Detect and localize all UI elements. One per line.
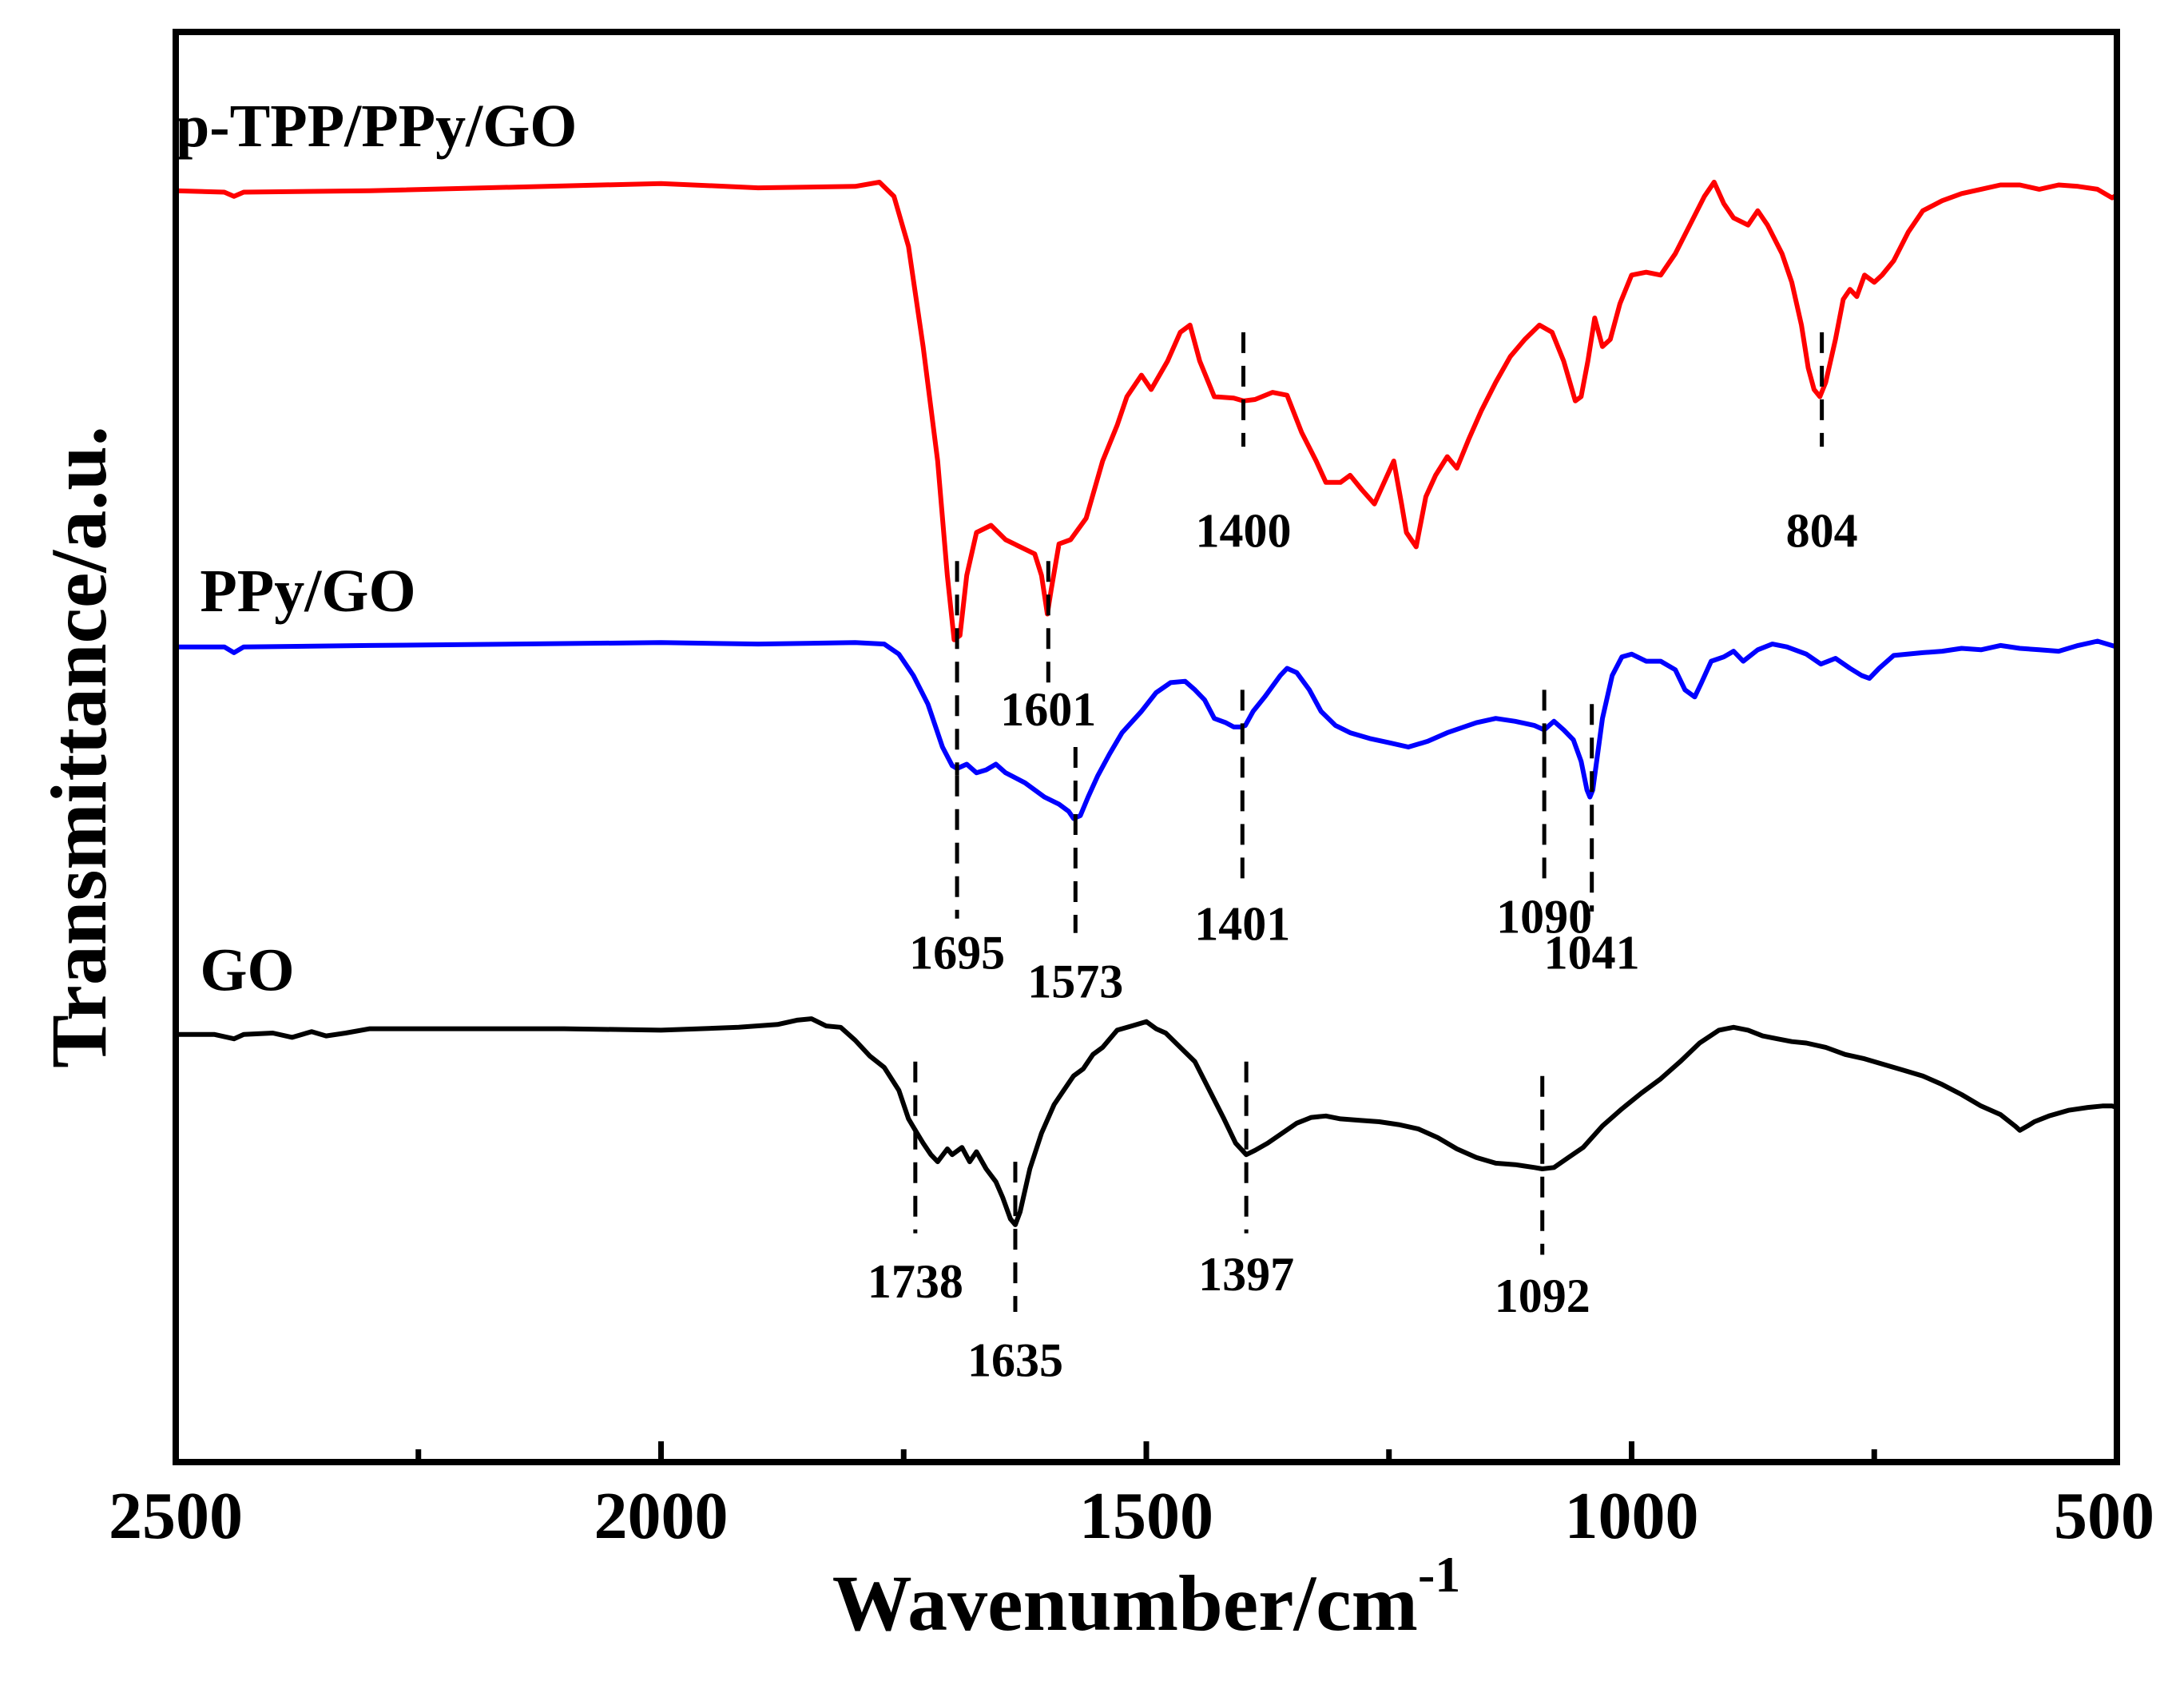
x-tick-label-1000: 1000 bbox=[1565, 1479, 1699, 1553]
peak-label-p-tpp-ppy-go-1400: 1400 bbox=[1196, 504, 1292, 557]
peak-label-ppy-go-1041: 1041 bbox=[1544, 926, 1640, 979]
plot-frame bbox=[173, 29, 2120, 1465]
y-axis-title: Transmittance/a.u. bbox=[34, 426, 123, 1068]
x-tick-label-2500: 2500 bbox=[109, 1479, 243, 1553]
peak-label-ppy-go-1695: 1695 bbox=[909, 926, 1005, 979]
x-axis-title-superscript: -1 bbox=[1418, 1546, 1460, 1603]
x-axis-tick-labels: 2500 2000 1500 1000 500 bbox=[109, 1479, 2154, 1553]
series-label-group: p-TPP/PPy/GO PPy/GO GO bbox=[176, 93, 577, 1003]
peak-label-p-tpp-ppy-go-1601: 1601 bbox=[1000, 683, 1096, 736]
peak-label-go-1397: 1397 bbox=[1198, 1248, 1294, 1301]
peak-label-ppy-go-1401: 1401 bbox=[1194, 898, 1290, 951]
series-label-go: GO bbox=[200, 936, 294, 1003]
spectrum-lines-group bbox=[173, 180, 2119, 1227]
peak-label-go-1635: 1635 bbox=[967, 1334, 1063, 1387]
peak-label-ppy-go-1090: 1090 bbox=[1496, 891, 1592, 944]
peak-label-go-1092: 1092 bbox=[1495, 1270, 1590, 1322]
series-line-p-tpp-ppy-go bbox=[173, 180, 2119, 642]
peak-label-go-1738: 1738 bbox=[868, 1255, 963, 1308]
peak-label-ppy-go-1573: 1573 bbox=[1027, 955, 1123, 1007]
series-line-ppy-go bbox=[173, 638, 2119, 821]
x-tick-label-1500: 1500 bbox=[1079, 1479, 1213, 1553]
x-tick-label-500: 500 bbox=[2054, 1479, 2154, 1553]
series-label-ppy-go: PPy/GO bbox=[200, 558, 415, 625]
x-axis-title: Wavenumber/cm-1 bbox=[832, 1546, 1461, 1647]
peak-label-p-tpp-ppy-go-804: 804 bbox=[1786, 504, 1858, 557]
x-tick-label-2000: 2000 bbox=[594, 1479, 729, 1553]
x-axis-ticks bbox=[173, 1441, 2120, 1462]
series-line-go bbox=[173, 1016, 2119, 1227]
series-label-p-tpp-ppy-go: p-TPP/PPy/GO bbox=[176, 93, 577, 160]
peak-marker-group bbox=[913, 332, 1825, 1313]
